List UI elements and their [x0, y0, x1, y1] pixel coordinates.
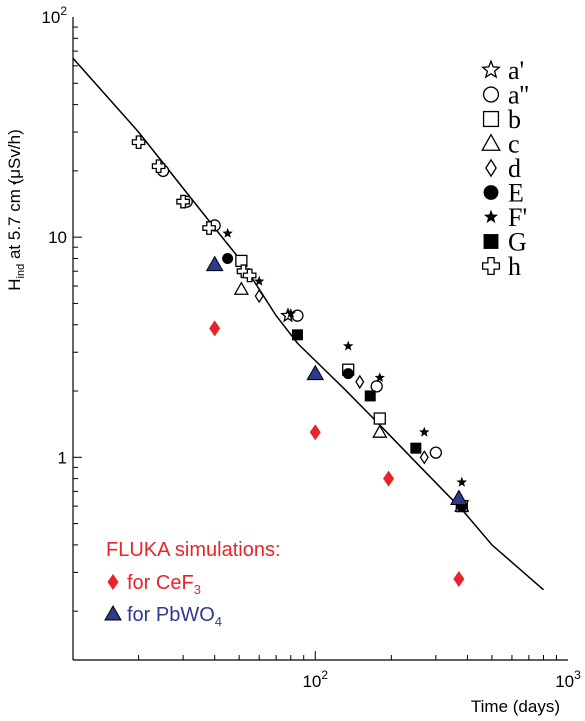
y-axis-label-sub: ind [15, 264, 27, 279]
legend-marker [482, 110, 500, 128]
legend-label: G [508, 228, 527, 257]
data-point-cross-open [176, 194, 190, 209]
data-point-circle-filled [222, 252, 234, 264]
legend-label: F' [508, 203, 527, 232]
legend-label: b [508, 105, 521, 134]
y-tick-label: 1 [58, 448, 67, 467]
y-tick-label: 102 [41, 4, 67, 27]
annotation-label: for CeF3 [127, 572, 201, 597]
sim-point-triangle-filled [306, 364, 325, 381]
fluka-annotation: FLUKA simulations: for CeF3 for PbWO4 [104, 539, 281, 629]
legend-marker [483, 185, 499, 200]
annotation-label: for PbWO4 [127, 604, 222, 629]
fit-line [72, 57, 544, 591]
legend-marker [483, 234, 499, 249]
x-axis-label: Time (days) [471, 697, 560, 716]
legend-marker [481, 59, 501, 79]
data-point-diamond-open [419, 450, 429, 465]
legend-marker [481, 256, 501, 276]
data-point-diamond-open [355, 374, 365, 390]
data-point-cross-open [151, 159, 166, 174]
sim-point-triangle-filled [450, 489, 468, 505]
y-tick-label: 10 [48, 228, 67, 247]
data-point-star-filled [285, 308, 296, 318]
data-point-diamond-open [254, 288, 264, 304]
annotation-marker [104, 604, 122, 621]
data-point-triangle-open [233, 281, 249, 295]
fit-curve [72, 57, 544, 591]
data-point-star-filled [343, 340, 354, 351]
legend-label: c [508, 130, 520, 159]
legend-marker [483, 209, 499, 223]
axes: 1 10 102 102 103 [13, 4, 581, 691]
sim-point-diamond-filled [209, 320, 221, 337]
y-axis-label-rest: at 5.7 cm (μSv/h) [5, 129, 24, 264]
legend-marker [481, 133, 501, 151]
x-tick-label: 103 [555, 668, 581, 691]
data-point-cross-open [131, 135, 146, 150]
y-axis-label-main: H [5, 278, 24, 290]
data-point-square-filled [291, 329, 303, 341]
data-point-square-open [373, 412, 386, 425]
y-label-dot [13, 181, 16, 185]
data-point-star-filled [374, 372, 385, 383]
data-point-cross-open [202, 221, 216, 235]
sim-point-diamond-filled [309, 424, 321, 441]
data-point-triangle-open [372, 424, 388, 438]
svg-text:Hind at 5.7 cm (μSv/h): Hind at 5.7 cm (μSv/h) [5, 129, 27, 290]
legend-label: d [508, 154, 521, 183]
sim-point-diamond-filled [453, 570, 465, 587]
legend-label: E [508, 179, 524, 208]
data-point-square-filled [410, 442, 422, 454]
data-point-square-filled [364, 390, 376, 402]
y-axis-label: Hind at 5.7 cm (μSv/h) [5, 129, 27, 290]
annotation-marker [107, 574, 119, 590]
legend-label: a' [508, 56, 524, 85]
data-point-circle-filled [342, 368, 354, 380]
legend-label: h [508, 252, 521, 281]
sim-point-triangle-filled [205, 255, 224, 272]
legend-marker [482, 86, 500, 103]
x-tick-label: 102 [302, 668, 328, 691]
data-point-star-filled [254, 275, 265, 286]
legend-label: a'' [508, 81, 529, 110]
data-point-circle-open [429, 446, 443, 459]
data-point-cross-open [242, 268, 257, 283]
annotation-title: FLUKA simulations: [106, 539, 281, 561]
data-point-star-filled [222, 227, 233, 238]
sim-point-diamond-filled [383, 470, 395, 487]
data-points [131, 135, 470, 587]
data-point-star-filled [419, 426, 430, 437]
data-point-star-filled [456, 476, 467, 487]
data-point-circle-open [370, 380, 383, 393]
legend-marker [485, 158, 497, 178]
